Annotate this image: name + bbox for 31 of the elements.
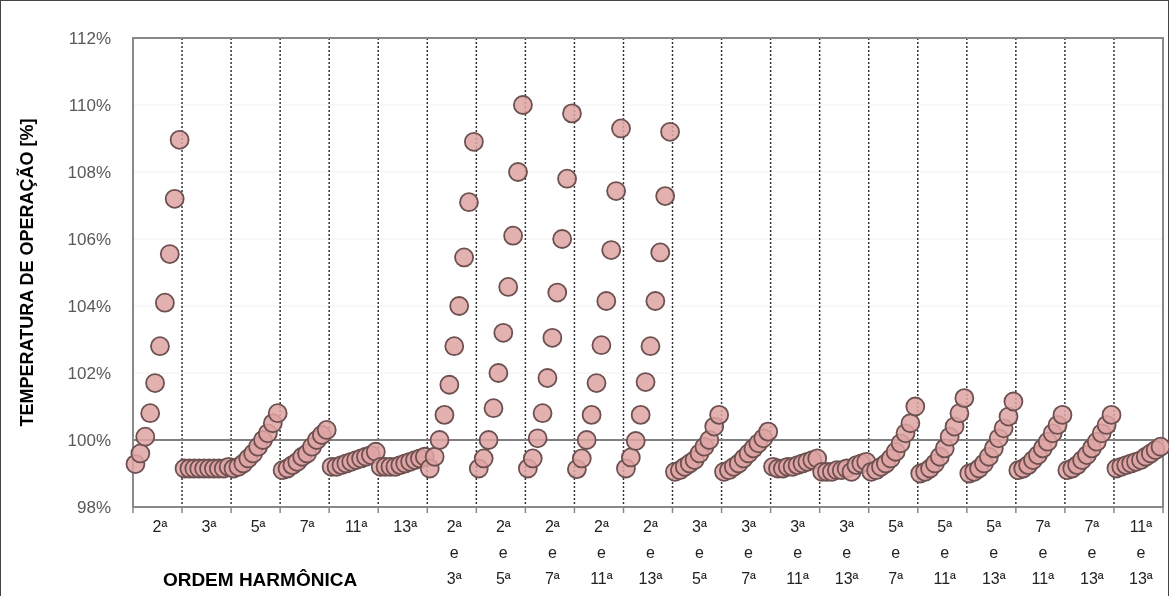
y-tick-label: 102% bbox=[67, 363, 111, 383]
x-tick-label: 2ª e 5ª bbox=[495, 518, 511, 587]
x-tick-label: 3ª e 11ª bbox=[786, 518, 809, 587]
y-tick-label: 108% bbox=[67, 162, 111, 182]
x-tick-label: 5ª e 7ª bbox=[888, 518, 904, 587]
x-tick-label: 2ª bbox=[152, 518, 168, 535]
x-tick-label: 3ª e 7ª bbox=[741, 518, 757, 587]
x-tick-label: 2ª e 13ª bbox=[638, 518, 663, 587]
x-tick-label: 3ª e 13ª bbox=[834, 518, 859, 587]
x-tick-label: 7ª e 11ª bbox=[1031, 518, 1055, 587]
y-axis-title: TEMPERATURA DE OPERAÇÃO [%] bbox=[16, 118, 37, 427]
x-tick-label: 5ª e 11ª bbox=[933, 518, 957, 587]
y-tick-label: 110% bbox=[68, 95, 111, 115]
y-tick-label: 100% bbox=[67, 430, 111, 450]
y-tick-label: 106% bbox=[67, 229, 111, 249]
x-tick-label: 11ª bbox=[344, 518, 368, 535]
x-tick-label: 3ª bbox=[201, 518, 217, 535]
x-tick-label: 2ª e 7ª bbox=[544, 518, 560, 587]
y-tick-label: 112% bbox=[68, 28, 111, 48]
x-tick-label: 3ª e 5ª bbox=[692, 518, 707, 587]
y-tick-label: 104% bbox=[67, 296, 111, 316]
x-tick-label: 7ª bbox=[299, 518, 315, 535]
x-tick-label: 11ª e 13ª bbox=[1129, 518, 1153, 587]
x-tick-label: 2ª e 11ª bbox=[590, 518, 613, 587]
x-tick-label: 13ª bbox=[393, 518, 418, 535]
x-tick-label: 2ª e 3ª bbox=[446, 518, 462, 587]
x-tick-label: 5ª e 13ª bbox=[981, 518, 1006, 587]
y-tick-label: 98% bbox=[76, 497, 111, 517]
x-axis-title: ORDEM HARMÔNICA bbox=[162, 569, 358, 590]
x-tick-label: 7ª e 13ª bbox=[1080, 518, 1104, 587]
x-tick-label: 5ª bbox=[250, 518, 266, 535]
